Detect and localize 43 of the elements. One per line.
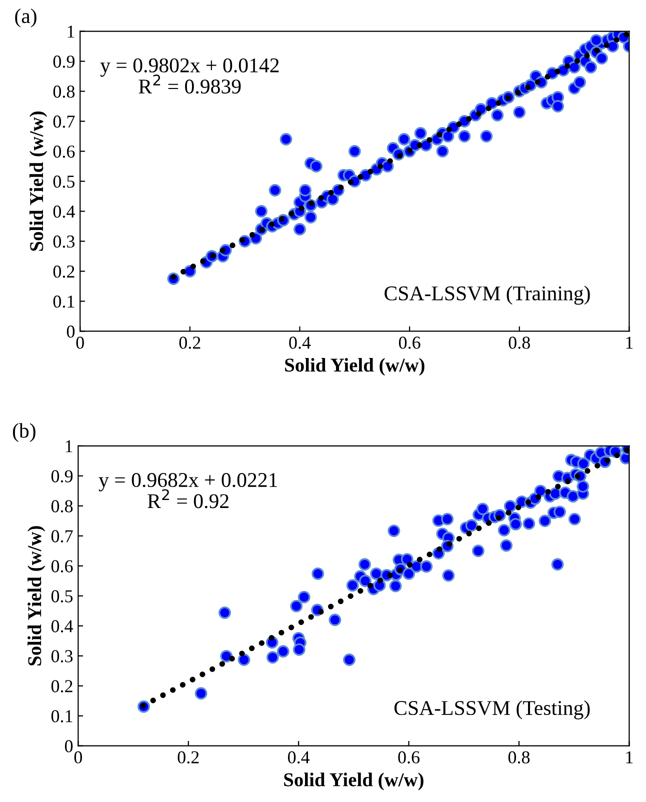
- y-tick-label: 0.3: [53, 236, 75, 248]
- y-tick-label: 0.1: [53, 295, 74, 308]
- y-tick-label: 0.7: [51, 530, 73, 542]
- annotation: CSA-LSSVM (Testing): [394, 700, 590, 720]
- y-tick-label: 0.5: [53, 176, 75, 188]
- y-tick-label: 0.6: [51, 560, 73, 572]
- x-tick-label: 0.6: [398, 751, 420, 764]
- y-tick-label: 0.2: [51, 680, 72, 692]
- x-tick-label: 0.8: [508, 336, 530, 349]
- x-tick-label: 0.6: [398, 336, 420, 349]
- x-tick-label: 0.8: [508, 751, 530, 764]
- x-tick-label: 0.4: [289, 336, 311, 349]
- y-tick-label: 0.6: [53, 146, 75, 158]
- x-axis-title: Solid Yield (w/w): [284, 772, 424, 790]
- x-tick-label: 1: [626, 336, 633, 349]
- y-axis-title: Solid Yield (w/w): [28, 526, 46, 666]
- y-tick-label: 0.7: [53, 116, 75, 128]
- chart-title: (a): [15, 8, 36, 28]
- chart-title: (b): [12, 423, 36, 442]
- y-tick-label: 0.5: [51, 590, 73, 602]
- x-tick-label: 0.4: [288, 751, 310, 764]
- y-tick-label: 1: [66, 440, 72, 452]
- y-tick-label: 0.1: [51, 710, 72, 722]
- y-tick-label: 0.8: [51, 500, 73, 512]
- y-tick-label: 0.9: [53, 56, 75, 68]
- y-tick-label: 0.9: [51, 470, 73, 482]
- y-tick-label: 0: [66, 325, 75, 338]
- annotation: R$^{2}$ = 0.92: [148, 489, 228, 508]
- x-tick-label: 0.2: [178, 751, 199, 764]
- y-tick-label: 0.2: [53, 265, 74, 278]
- x-tick-label: 0.2: [179, 336, 200, 349]
- annotation: R$^{2}$ = 0.9839: [138, 74, 241, 94]
- x-tick-label: 1: [626, 751, 633, 764]
- x-axis-title: Solid Yield (w/w): [285, 358, 424, 376]
- y-tick-label: 1: [68, 26, 74, 38]
- y-tick-label: 0.3: [51, 650, 73, 662]
- y-axis-title: Solid Yield (w/w): [29, 112, 48, 251]
- x-tick-label: 0: [76, 336, 84, 349]
- y-tick-label: 0.4: [53, 206, 75, 218]
- y-tick-label: 0.8: [53, 86, 75, 98]
- y-tick-label: 0.4: [51, 620, 74, 632]
- annotation: CSA-LSSVM (Training): [384, 286, 590, 305]
- y-tick-label: 0: [64, 740, 73, 752]
